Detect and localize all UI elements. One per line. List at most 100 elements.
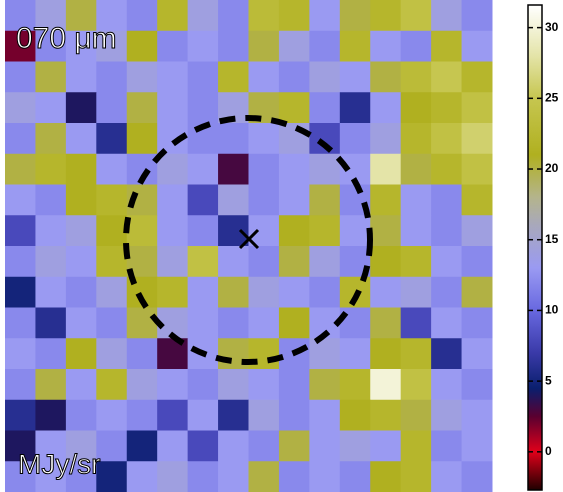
cell xyxy=(35,461,67,492)
cell xyxy=(65,246,97,278)
cell xyxy=(65,0,97,32)
cell xyxy=(65,215,97,247)
cell xyxy=(218,30,249,62)
cell xyxy=(400,184,432,216)
cell xyxy=(431,61,463,93)
cell xyxy=(187,307,219,339)
cell xyxy=(157,338,189,370)
cell xyxy=(248,399,280,431)
cell xyxy=(218,61,249,93)
cell xyxy=(65,184,97,216)
cell xyxy=(370,399,402,431)
cell xyxy=(461,338,493,370)
cell xyxy=(157,246,189,278)
cell xyxy=(248,123,280,155)
cell xyxy=(65,369,97,401)
cell xyxy=(431,92,463,124)
cell xyxy=(248,307,280,339)
cell xyxy=(431,430,463,462)
cell xyxy=(370,123,402,155)
cell xyxy=(278,30,310,62)
cell xyxy=(400,461,432,492)
cell xyxy=(278,461,310,492)
cell xyxy=(461,461,493,492)
cell xyxy=(339,461,371,492)
cell xyxy=(461,246,493,278)
cell xyxy=(35,30,67,62)
cell xyxy=(248,369,280,401)
cell xyxy=(5,153,36,185)
cell xyxy=(370,0,402,32)
cell xyxy=(339,338,371,370)
cell xyxy=(126,430,158,462)
cell xyxy=(187,215,219,247)
cell xyxy=(370,246,402,278)
cell xyxy=(218,184,249,216)
cell xyxy=(187,184,219,216)
cell xyxy=(35,153,67,185)
cell xyxy=(309,246,341,278)
cell xyxy=(35,338,67,370)
unit-label: MJy/sr xyxy=(18,448,100,479)
cell xyxy=(400,30,432,62)
cell xyxy=(400,369,432,401)
cell xyxy=(187,61,219,93)
cell xyxy=(431,0,463,32)
cell xyxy=(96,246,128,278)
cell xyxy=(218,369,249,401)
cell xyxy=(431,276,463,308)
cell xyxy=(35,276,67,308)
cell xyxy=(65,399,97,431)
cell xyxy=(5,399,36,431)
cell xyxy=(187,369,219,401)
cell xyxy=(248,215,280,247)
cell xyxy=(5,61,36,93)
cell xyxy=(65,123,97,155)
cell xyxy=(309,184,341,216)
cell xyxy=(187,430,219,462)
cell xyxy=(339,215,371,247)
cell xyxy=(461,0,493,32)
cell xyxy=(5,461,36,492)
colorbar-tick-label: 30 xyxy=(545,20,559,34)
cell xyxy=(431,184,463,216)
cell xyxy=(35,184,67,216)
cell xyxy=(431,338,463,370)
cell xyxy=(157,184,189,216)
cell xyxy=(218,123,249,155)
cell xyxy=(187,30,219,62)
cell xyxy=(5,338,36,370)
cell xyxy=(187,92,219,124)
cell xyxy=(461,430,493,462)
cell xyxy=(248,246,280,278)
colorbar-tick-label: 25 xyxy=(545,90,559,104)
cell xyxy=(248,153,280,185)
colorbar-tick-label: 5 xyxy=(545,373,552,387)
heatmap xyxy=(5,0,493,492)
cell xyxy=(96,430,128,462)
cell xyxy=(96,61,128,93)
cell xyxy=(461,61,493,93)
cell xyxy=(309,92,341,124)
cell xyxy=(96,338,128,370)
cell xyxy=(278,153,310,185)
cell xyxy=(35,430,67,462)
cell xyxy=(157,430,189,462)
cell xyxy=(431,153,463,185)
cell xyxy=(218,215,249,247)
cell xyxy=(339,399,371,431)
cell xyxy=(218,276,249,308)
cell xyxy=(65,153,97,185)
cell xyxy=(96,461,128,492)
cell xyxy=(35,307,67,339)
cell xyxy=(126,30,158,62)
cell xyxy=(278,184,310,216)
cell xyxy=(5,369,36,401)
cell xyxy=(5,430,36,462)
cell xyxy=(309,215,341,247)
colorbar-tick-label: 0 xyxy=(545,444,552,458)
cell xyxy=(157,92,189,124)
cell xyxy=(5,276,36,308)
cell xyxy=(248,461,280,492)
